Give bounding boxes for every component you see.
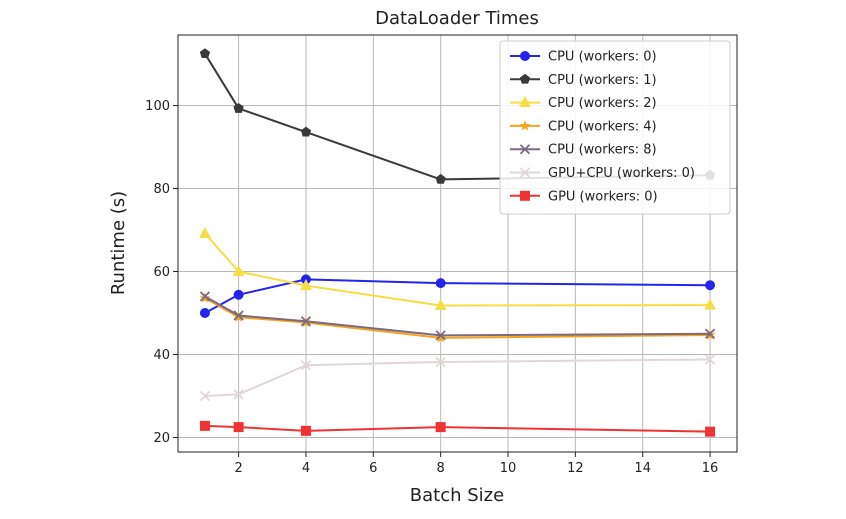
x-tick-label: 14	[634, 461, 651, 476]
y-axis-ticks: 20 40 60 80 100	[145, 99, 178, 446]
marker-stroke	[519, 167, 531, 178]
series-5	[199, 354, 716, 402]
legend-entry: CPU (workers: 1)	[510, 73, 657, 88]
marker-stroke	[435, 356, 446, 368]
legend-entry: CPU (workers: 0)	[510, 50, 657, 65]
marker-stroke	[199, 390, 211, 402]
y-tick-label: 20	[153, 431, 170, 446]
data-point	[435, 173, 446, 184]
x-tick-label: 4	[302, 461, 310, 476]
legend-marker	[520, 51, 530, 61]
x-tick-label: 6	[369, 461, 377, 476]
data-point	[199, 291, 211, 302]
legend-label: GPU+CPU (workers: 0)	[548, 166, 695, 181]
data-point	[704, 298, 716, 310]
data-point	[233, 103, 244, 113]
marker-stroke	[300, 316, 312, 327]
series-line	[204, 278, 711, 314]
legend-marker	[519, 96, 531, 108]
data-point	[232, 264, 245, 277]
legend-label: CPU (workers: 8)	[548, 143, 657, 158]
legend-entry: CPU (workers: 8)	[510, 143, 657, 158]
legend: CPU (workers: 0) CPU (workers: 1) CPU (wor…	[499, 40, 731, 215]
legend-box	[499, 40, 731, 215]
marker-stroke	[435, 330, 446, 341]
marker-stroke	[704, 354, 716, 365]
marker-stroke	[233, 310, 244, 321]
plot-frame	[177, 34, 738, 453]
legend-marker	[519, 144, 531, 155]
x-tick-label: 10	[500, 461, 517, 476]
series-line	[204, 295, 711, 337]
series-6	[199, 420, 716, 437]
data-point	[233, 289, 244, 300]
data-point	[435, 422, 446, 433]
x-tick-label: 12	[567, 461, 584, 476]
series-2	[199, 226, 716, 311]
data-point	[434, 298, 447, 311]
x-tick-label: 2	[234, 461, 242, 476]
legend-marker	[519, 120, 531, 131]
y-tick-label: 80	[153, 182, 170, 197]
data-point	[300, 316, 312, 327]
legend-entry: CPU (workers: 4)	[510, 119, 657, 134]
data-point	[300, 425, 311, 436]
marker-stroke	[300, 360, 312, 371]
data-point	[199, 226, 211, 238]
chart-title: DataLoader Times	[375, 8, 539, 29]
marker-stroke	[233, 389, 244, 400]
x-tick-label: 8	[437, 461, 445, 476]
data-point	[199, 308, 210, 318]
data-point	[300, 126, 312, 137]
data-point	[704, 328, 716, 339]
y-tick-label: 60	[153, 265, 170, 280]
x-tick-label: 16	[702, 461, 719, 476]
series-0	[199, 274, 716, 318]
data-point	[300, 360, 312, 371]
legend-label: CPU (workers: 0)	[548, 50, 657, 65]
series-layer	[199, 48, 716, 437]
series-line	[204, 358, 711, 397]
data-point	[435, 278, 446, 289]
legend-marker	[519, 167, 531, 178]
y-tick-label: 40	[153, 348, 170, 363]
data-point	[435, 330, 446, 341]
data-point	[233, 310, 244, 321]
data-point	[435, 356, 446, 368]
series-line	[204, 297, 711, 339]
legend-marker	[520, 190, 530, 201]
data-point	[705, 280, 716, 291]
data-point	[704, 354, 716, 365]
legend-entry: GPU (workers: 0)	[510, 189, 658, 204]
data-point	[199, 390, 211, 402]
y-tick-label: 100	[145, 99, 170, 114]
legend-label: CPU (workers: 2)	[548, 96, 657, 111]
series-line	[204, 232, 711, 307]
x-axis-label: Batch Size	[410, 485, 504, 506]
x-axis-ticks: 2 4 6 8 10 12 14 16	[234, 452, 718, 476]
series-4	[199, 291, 716, 341]
legend-entry: CPU (workers: 2)	[510, 96, 657, 111]
data-point	[199, 420, 210, 431]
data-point	[705, 426, 716, 437]
y-axis-label: Runtime (s)	[108, 191, 129, 295]
series-line	[204, 424, 711, 433]
legend-entry: GPU+CPU (workers: 0)	[510, 166, 695, 181]
data-point	[233, 422, 244, 433]
marker-stroke	[519, 144, 531, 155]
data-point	[233, 389, 244, 400]
data-point	[300, 279, 312, 291]
legend-label: CPU (workers: 1)	[548, 73, 657, 88]
marker-stroke	[704, 328, 716, 339]
data-point	[199, 48, 211, 59]
legend-label: GPU (workers: 0)	[548, 189, 658, 204]
legend-label: CPU (workers: 4)	[548, 119, 657, 134]
marker-stroke	[199, 291, 211, 302]
legend-marker	[519, 73, 531, 84]
